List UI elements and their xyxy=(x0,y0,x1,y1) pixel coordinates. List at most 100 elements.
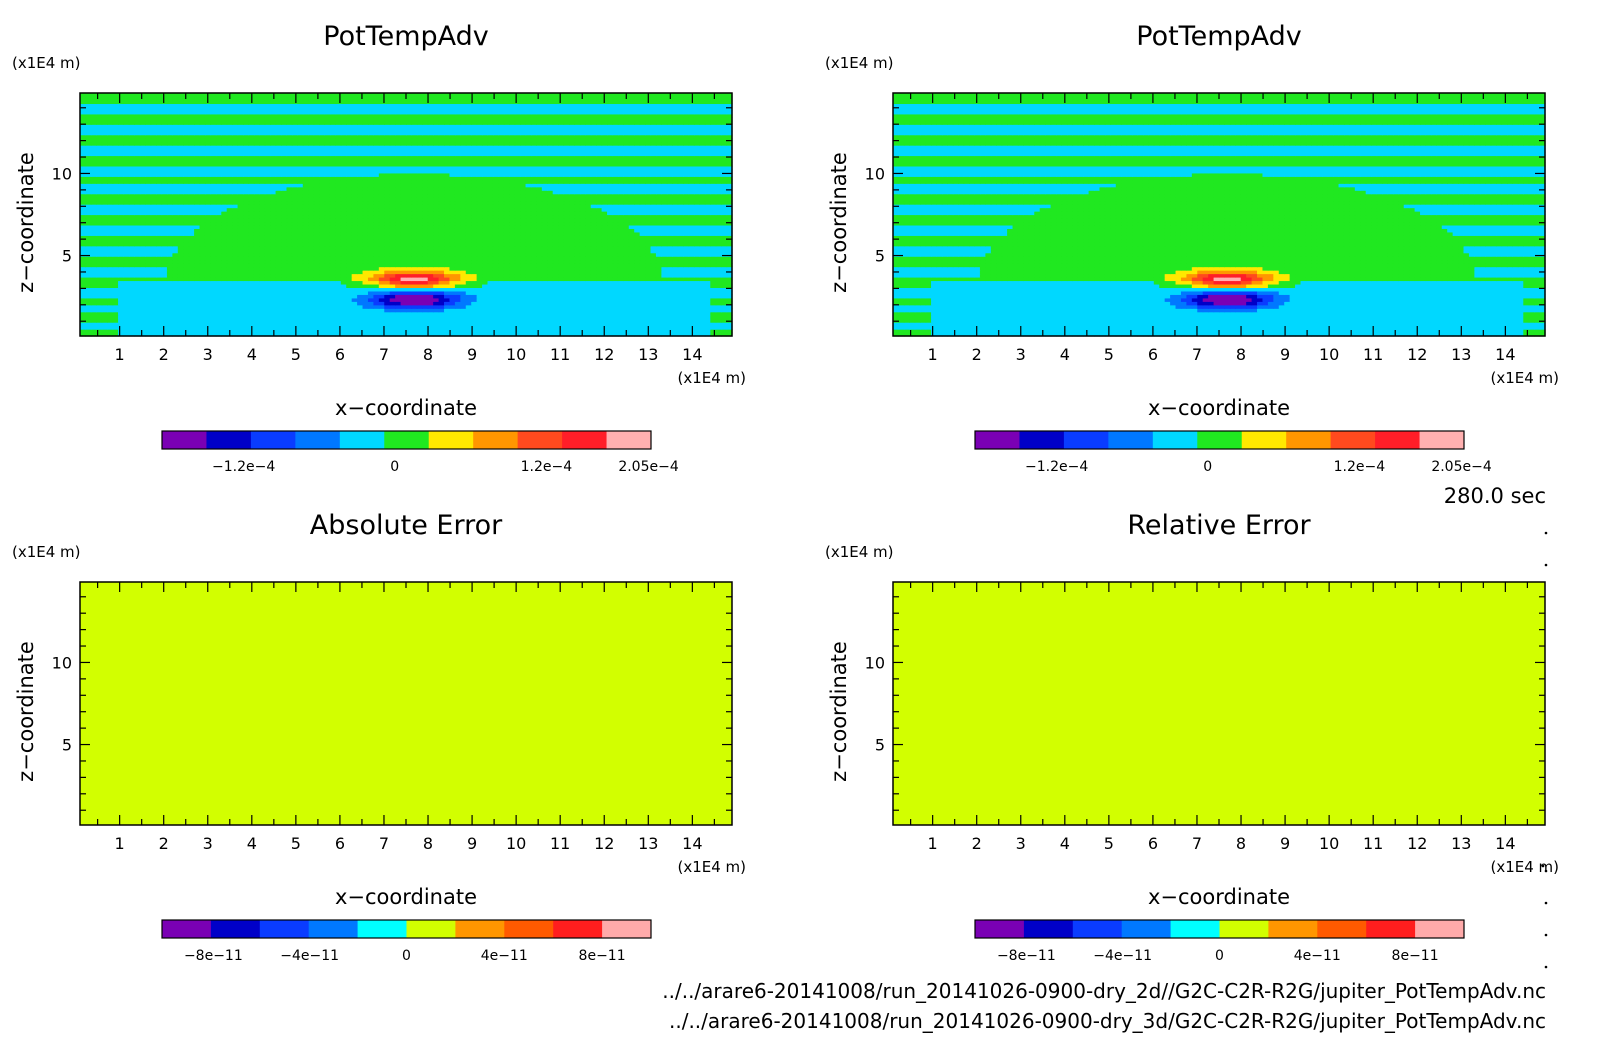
field-cell xyxy=(139,325,146,330)
field-cell xyxy=(183,301,190,306)
field-cell xyxy=(297,266,304,271)
field-cell xyxy=(666,197,673,202)
field-cell xyxy=(628,290,635,295)
field-cell xyxy=(107,311,114,316)
field-cell xyxy=(400,297,407,302)
field-cell xyxy=(161,266,168,271)
field-cell xyxy=(406,256,413,261)
field-cell xyxy=(514,304,521,309)
field-cell xyxy=(617,256,624,261)
field-cell xyxy=(471,315,478,320)
field-cell xyxy=(612,266,619,271)
field-cell xyxy=(281,190,288,195)
field-cell xyxy=(547,242,554,247)
field-cell xyxy=(319,263,326,268)
field-cell xyxy=(650,221,657,226)
field-cell xyxy=(427,297,434,302)
field-cell xyxy=(123,283,130,288)
field-cell xyxy=(672,193,679,198)
field-cell xyxy=(655,311,662,316)
field-cell xyxy=(85,273,92,278)
field-cell xyxy=(704,207,711,212)
field-cell xyxy=(291,304,298,309)
field-cell xyxy=(487,325,494,330)
field-cell xyxy=(715,263,722,268)
field-cell xyxy=(199,318,206,323)
field-cell xyxy=(509,200,516,205)
field-cell xyxy=(308,193,315,198)
field-cell xyxy=(329,263,336,268)
field-cell xyxy=(552,252,559,257)
field-cell xyxy=(139,301,146,306)
field-cell xyxy=(291,308,298,313)
field-cell xyxy=(411,294,418,299)
field-cell xyxy=(590,217,597,223)
field-cell xyxy=(90,252,97,257)
field-cell xyxy=(645,231,652,236)
field-cell xyxy=(384,315,391,320)
field-cell xyxy=(259,231,266,236)
field-cell xyxy=(128,280,135,285)
field-cell xyxy=(460,297,467,302)
field-cell xyxy=(541,318,548,323)
field-cell xyxy=(128,266,135,271)
field-cell xyxy=(275,308,282,313)
field-cell xyxy=(688,270,695,275)
field-cell xyxy=(569,193,576,198)
field-cell xyxy=(666,200,673,205)
field-cell xyxy=(617,294,624,299)
field-cell xyxy=(411,197,418,202)
field-cell xyxy=(373,301,380,306)
field-cell xyxy=(253,273,260,278)
field-cell xyxy=(194,193,201,198)
field-cell xyxy=(204,190,211,195)
field-cell xyxy=(574,322,581,327)
field-cell xyxy=(166,276,173,282)
field-cell xyxy=(601,297,608,302)
field-cell xyxy=(329,287,336,292)
field-cell xyxy=(270,197,277,202)
field-cell xyxy=(596,252,603,257)
field-cell xyxy=(107,242,114,247)
field-cell xyxy=(150,322,157,327)
field-cell xyxy=(460,266,467,271)
field-cell xyxy=(313,193,320,198)
field-cell xyxy=(123,297,130,302)
field-cell xyxy=(520,270,527,275)
field-cell xyxy=(367,238,374,243)
field-cell xyxy=(367,332,374,337)
field-cell xyxy=(367,252,374,257)
field-cell xyxy=(607,263,614,268)
field-cell xyxy=(558,270,565,275)
field-cell xyxy=(476,287,483,292)
field-cell xyxy=(677,235,684,240)
field-cell xyxy=(335,308,342,313)
field-cell xyxy=(530,329,537,334)
field-cell xyxy=(183,315,190,320)
field-cell xyxy=(721,256,728,261)
field-cell xyxy=(574,235,581,240)
field-cell xyxy=(476,332,483,337)
field-cell xyxy=(389,266,396,271)
field-cell xyxy=(449,290,456,295)
field-cell xyxy=(340,315,347,320)
field-cell xyxy=(460,252,467,257)
field-cell xyxy=(536,287,543,292)
field-cell xyxy=(395,276,402,282)
field-cell xyxy=(688,311,695,316)
field-cell xyxy=(367,200,374,205)
field-cell xyxy=(688,297,695,302)
field-cell xyxy=(574,207,581,212)
field-cell xyxy=(172,200,179,205)
field-cell xyxy=(335,263,342,268)
field-cell xyxy=(661,207,668,212)
field-cell xyxy=(487,322,494,327)
field-cell xyxy=(444,301,451,306)
field-cell xyxy=(645,301,652,306)
field-cell xyxy=(166,231,173,236)
field-cell xyxy=(329,266,336,271)
field-cell xyxy=(139,311,146,316)
field-cell xyxy=(438,301,445,306)
field-cell xyxy=(672,256,679,261)
field-cell xyxy=(612,217,619,223)
